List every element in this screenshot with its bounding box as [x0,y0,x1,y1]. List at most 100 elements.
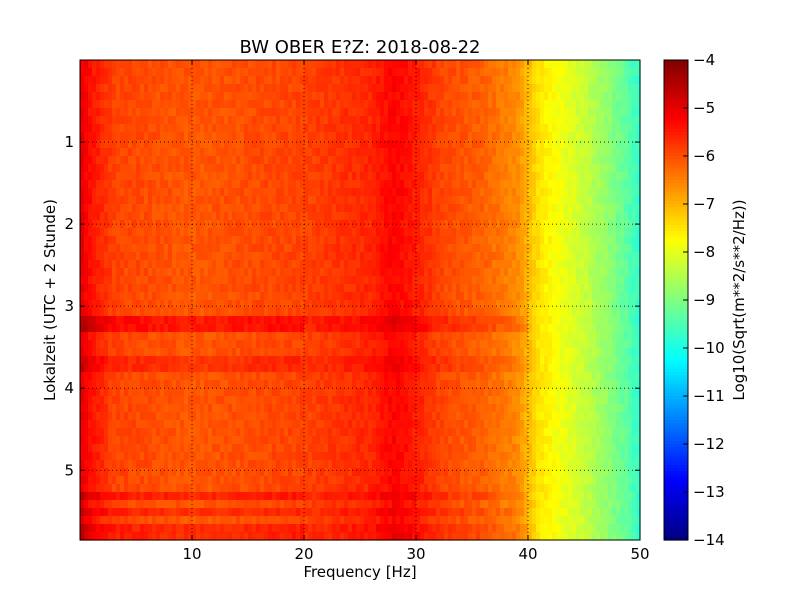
heatmap-cell [400,292,405,301]
heatmap-cell [88,76,93,85]
heatmap-cell [112,332,117,341]
heatmap-cell [304,324,309,333]
heatmap-cell [336,116,341,125]
heatmap-cell [452,220,457,229]
heatmap-cell [96,252,101,261]
heatmap-cell [516,116,521,125]
heatmap-cell [140,268,145,277]
heatmap-cell [176,204,181,213]
heatmap-cell [460,84,465,93]
heatmap-cell [280,116,285,125]
heatmap-cell [532,292,537,301]
heatmap-cell [440,332,445,341]
heatmap-cell [132,220,137,229]
heatmap-cell [504,92,509,101]
heatmap-cell [204,220,209,229]
heatmap-cell [296,332,301,341]
heatmap-cell [508,84,513,93]
heatmap-cell [296,92,301,101]
heatmap-cell [88,180,93,189]
heatmap-cell [104,84,109,93]
heatmap-cell [172,228,177,237]
heatmap-cell [88,252,93,261]
heatmap-cell [304,148,309,157]
heatmap-cell [196,340,201,349]
heatmap-cell [340,316,345,325]
heatmap-cell [624,156,629,165]
heatmap-cell [456,164,461,173]
heatmap-cell [116,212,121,221]
heatmap-cell [176,76,181,85]
heatmap-cell [88,148,93,157]
heatmap-cell [216,180,221,189]
heatmap-cell [368,156,373,165]
heatmap-cell [456,252,461,261]
heatmap-cell [164,260,169,269]
heatmap-cell [184,220,189,229]
heatmap-cell [232,156,237,165]
heatmap-cell [388,204,393,213]
heatmap-cell [420,308,425,317]
heatmap-cell [516,100,521,109]
heatmap-cell [504,68,509,77]
heatmap-cell [564,180,569,189]
heatmap-cell [180,172,185,181]
heatmap-cell [228,308,233,317]
heatmap-cell [592,252,597,261]
heatmap-cell [564,212,569,221]
heatmap-cell [320,324,325,333]
heatmap-cell [424,188,429,197]
heatmap-cell [340,284,345,293]
heatmap-cell [216,84,221,93]
heatmap-cell [376,236,381,245]
heatmap-cell [84,116,89,125]
heatmap-cell [556,140,561,149]
heatmap-cell [156,172,161,181]
heatmap-cell [272,124,277,133]
heatmap-cell [136,220,141,229]
heatmap-cell [464,172,469,181]
heatmap-cell [320,316,325,325]
heatmap-cell [356,340,361,349]
heatmap-cell [236,124,241,133]
heatmap-cell [260,140,265,149]
heatmap-cell [156,332,161,341]
heatmap-cell [428,268,433,277]
heatmap-cell [624,60,629,69]
heatmap-cell [244,140,249,149]
heatmap-cell [132,268,137,277]
heatmap-cell [400,212,405,221]
heatmap-cell [152,228,157,237]
heatmap-cell [140,204,145,213]
heatmap-cell [328,204,333,213]
heatmap-cell [552,140,557,149]
heatmap-cell [452,76,457,85]
heatmap-cell [368,84,373,93]
heatmap-cell [508,244,513,253]
heatmap-cell [408,60,413,69]
heatmap-cell [160,292,165,301]
heatmap-cell [508,132,513,141]
heatmap-cell [488,180,493,189]
heatmap-cell [248,172,253,181]
heatmap-cell [460,68,465,77]
heatmap-cell [216,332,221,341]
heatmap-cell [588,300,593,309]
heatmap-cell [392,196,397,205]
heatmap-cell [132,308,137,317]
heatmap-cell [192,172,197,181]
heatmap-cell [296,308,301,317]
heatmap-cell [524,308,529,317]
heatmap-cell [368,204,373,213]
heatmap-cell [328,292,333,301]
heatmap-cell [544,292,549,301]
heatmap-cell [268,116,273,125]
heatmap-cell [604,164,609,173]
heatmap-cell [308,68,313,77]
heatmap-cell [388,92,393,101]
heatmap-cell [116,60,121,69]
heatmap-cell [424,148,429,157]
heatmap-cell [132,76,137,85]
heatmap-cell [120,228,125,237]
heatmap-cell [608,244,613,253]
